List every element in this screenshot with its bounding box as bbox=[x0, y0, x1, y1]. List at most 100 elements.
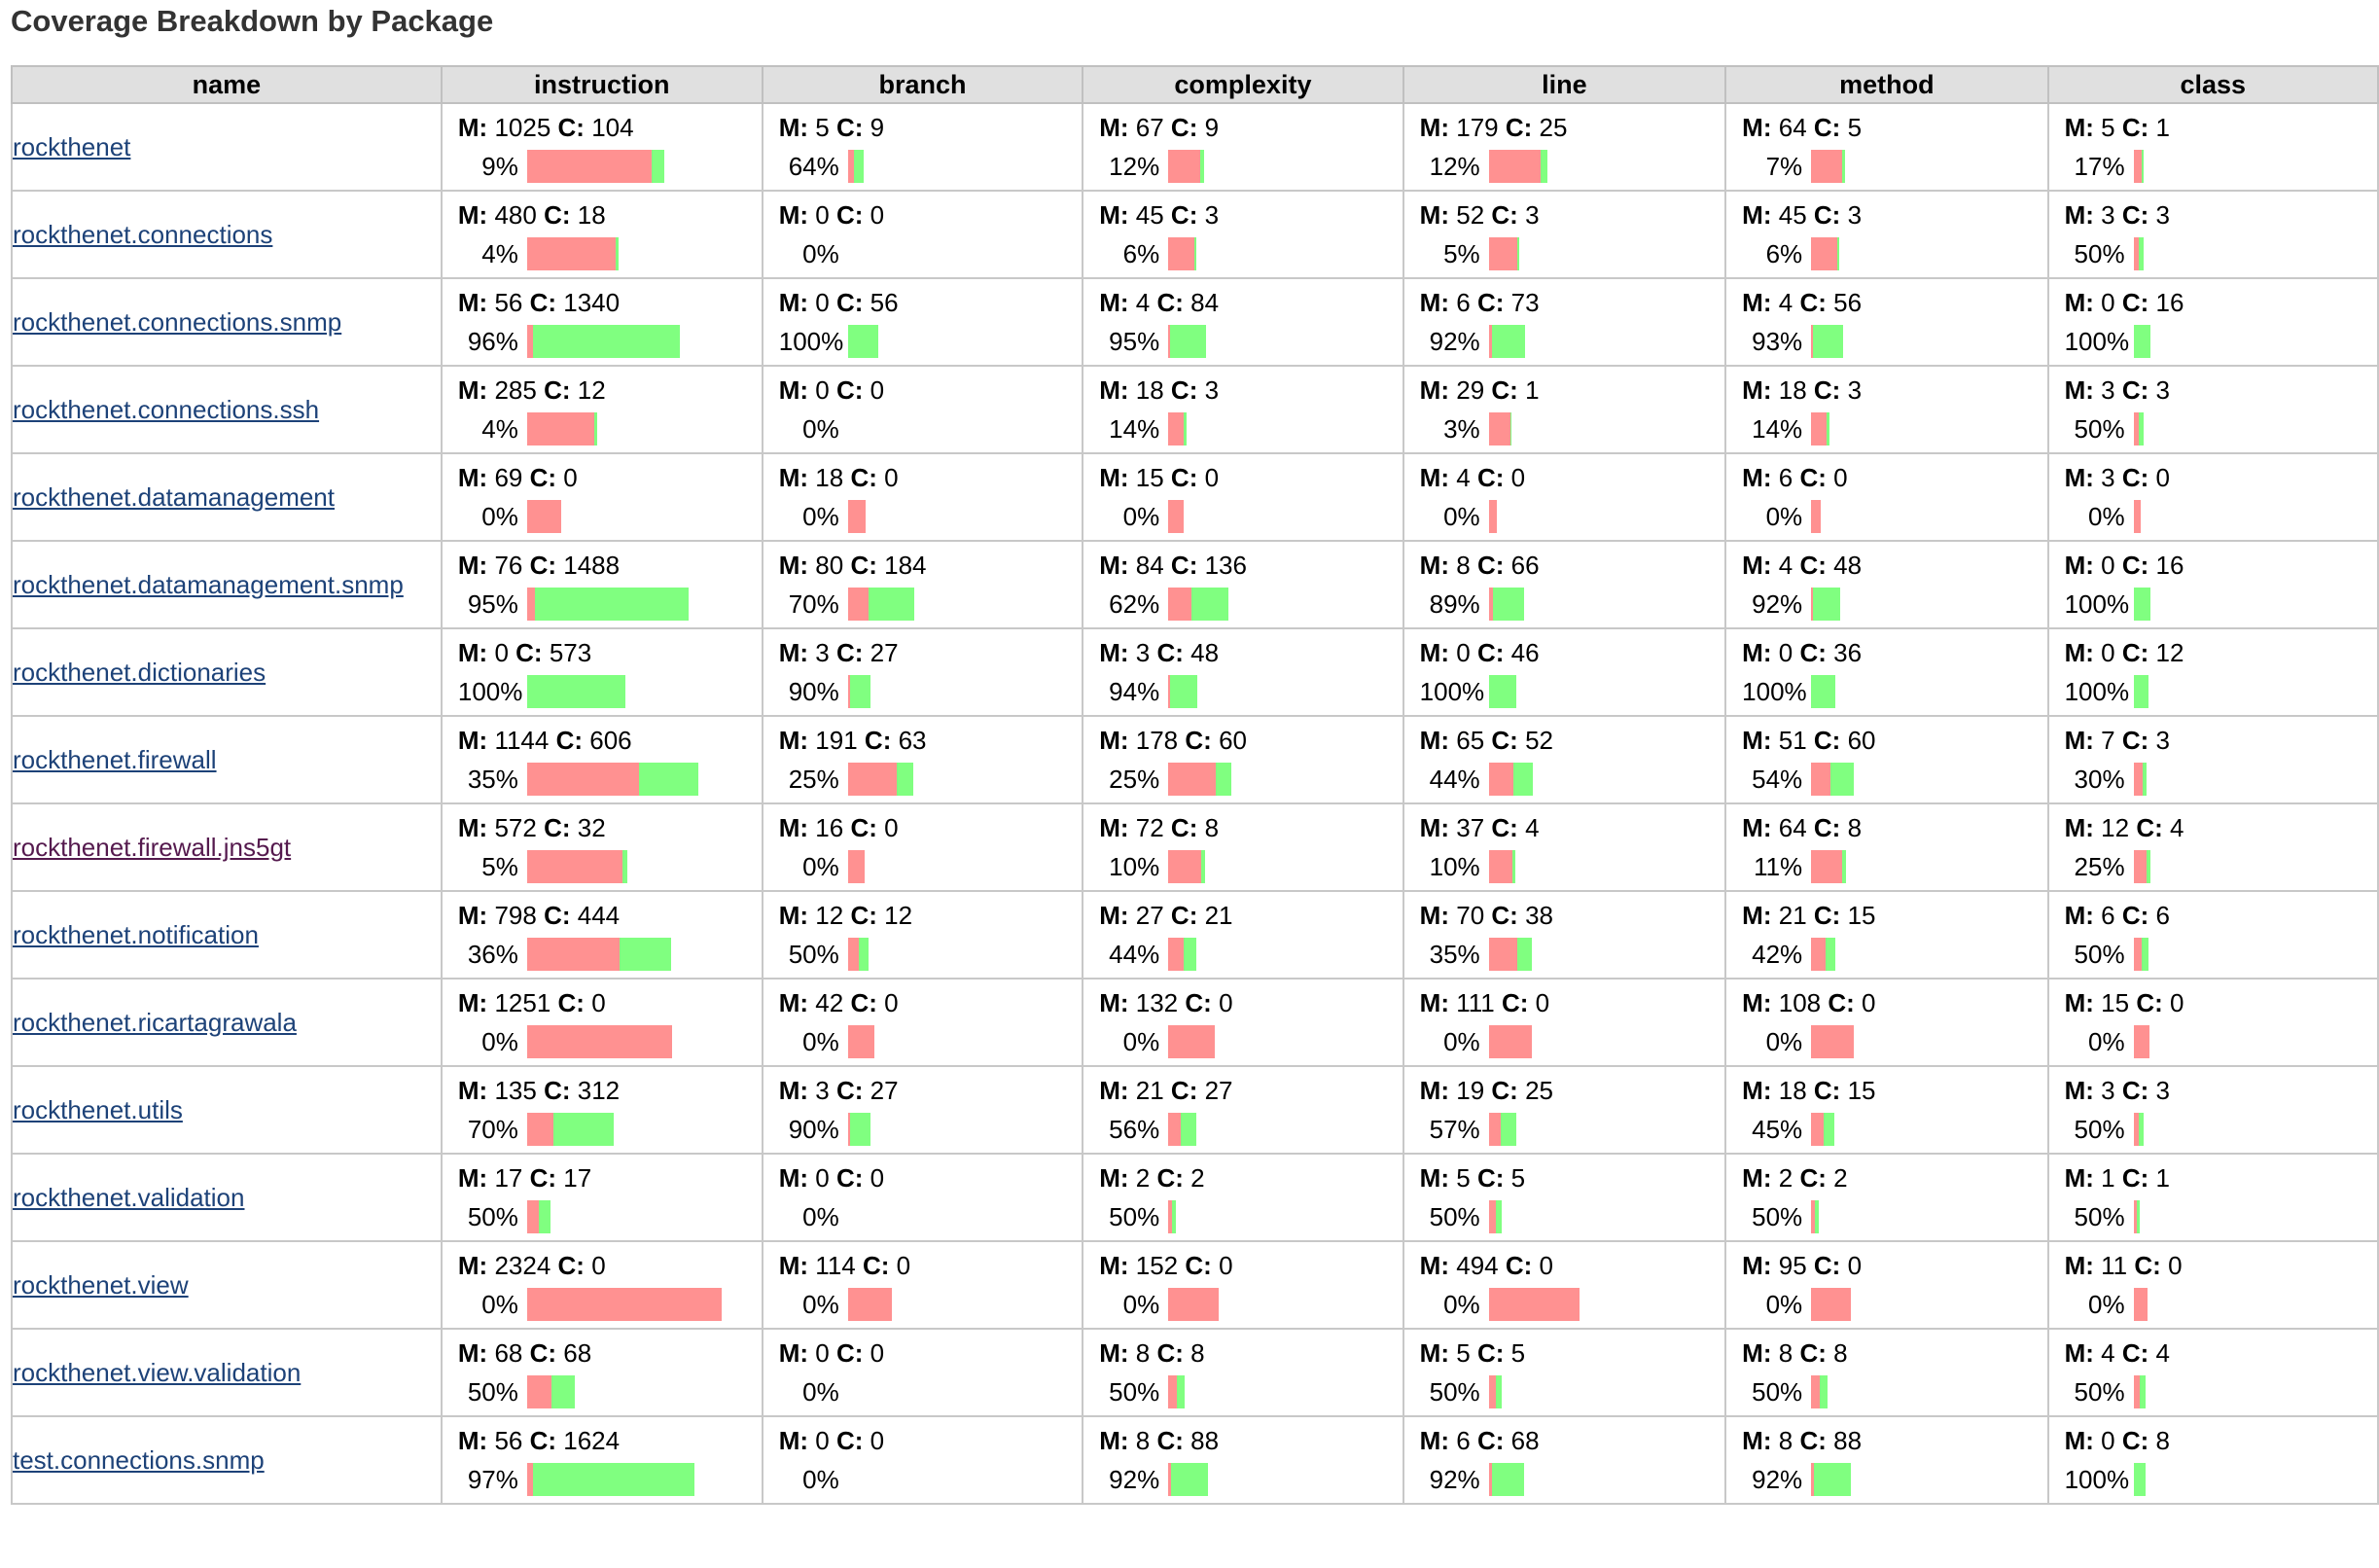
class-coverage-cell: M: 3 C: 3 50% bbox=[2046, 365, 2379, 454]
coverage-percent: 97% bbox=[467, 1465, 518, 1494]
covered-bar bbox=[1516, 938, 1532, 971]
complexity-coverage-cell: M: 67 C: 9 12% bbox=[1082, 102, 1404, 192]
column-header-method[interactable]: method bbox=[1724, 65, 2049, 104]
missed-covered-counts: M: 18 C: 3 bbox=[1099, 371, 1402, 410]
missed-label: M: bbox=[778, 200, 809, 230]
missed-covered-counts: M: 18 C: 3 bbox=[1742, 371, 2046, 410]
covered-bar bbox=[552, 1113, 614, 1146]
covered-count: 1340 bbox=[563, 288, 621, 317]
package-link[interactable]: rockthenet.connections bbox=[13, 219, 273, 249]
missed-count: 16 bbox=[815, 813, 844, 842]
missed-covered-counts: M: 56 C: 1340 bbox=[458, 283, 762, 322]
column-header-instruction[interactable]: instruction bbox=[440, 65, 763, 104]
covered-label: C: bbox=[1491, 813, 1518, 842]
package-link[interactable]: rockthenet.ricartagrawala bbox=[13, 1007, 297, 1037]
package-link[interactable]: rockthenet.utils bbox=[13, 1094, 183, 1124]
missed-count: 72 bbox=[1135, 813, 1164, 842]
complexity-coverage-cell: M: 27 C: 21 44% bbox=[1082, 890, 1404, 980]
covered-label: C: bbox=[529, 551, 557, 580]
coverage-bar bbox=[2133, 675, 2148, 708]
coverage-bar bbox=[847, 850, 865, 883]
line-coverage-cell: M: 37 C: 4 10% bbox=[1402, 802, 1727, 892]
missed-bar bbox=[526, 150, 652, 183]
missed-covered-counts: M: 494 C: 0 bbox=[1420, 1246, 1725, 1285]
covered-bar bbox=[1488, 675, 1516, 708]
missed-count: 8 bbox=[1135, 1338, 1151, 1368]
missed-label: M: bbox=[1419, 901, 1449, 930]
missed-label: M: bbox=[1419, 988, 1449, 1017]
column-header-name[interactable]: name bbox=[11, 65, 443, 104]
missed-count: 494 bbox=[1456, 1251, 1499, 1280]
covered-label: C: bbox=[1491, 375, 1518, 405]
coverage-percent: 89% bbox=[1429, 589, 1480, 619]
covered-count: 0 bbox=[1510, 463, 1526, 492]
class-coverage-cell: M: 4 C: 4 50% bbox=[2046, 1328, 2379, 1417]
coverage-percent: 0% bbox=[2088, 1027, 2125, 1056]
missed-label: M: bbox=[1099, 113, 1129, 142]
package-link[interactable]: rockthenet.connections.ssh bbox=[13, 394, 320, 424]
package-link[interactable]: rockthenet bbox=[13, 131, 131, 161]
covered-bar bbox=[619, 938, 671, 971]
missed-covered-counts: M: 0 C: 12 bbox=[2065, 633, 2377, 672]
coverage-bar bbox=[1811, 675, 1836, 708]
missed-count: 285 bbox=[494, 375, 537, 405]
branch-coverage-cell: M: 3 C: 27 90% bbox=[761, 1065, 1084, 1155]
missed-count: 8 bbox=[1456, 551, 1471, 580]
covered-count: 3 bbox=[1204, 375, 1220, 405]
covered-label: C: bbox=[1813, 1251, 1841, 1280]
missed-covered-counts: M: 29 C: 1 bbox=[1420, 371, 1725, 410]
covered-count: 0 bbox=[870, 1163, 885, 1193]
missed-label: M: bbox=[1419, 1251, 1449, 1280]
coverage-bar bbox=[526, 1375, 575, 1408]
covered-bar bbox=[2133, 675, 2148, 708]
coverage-percent: 4% bbox=[481, 239, 518, 268]
coverage-percent: 36% bbox=[467, 940, 518, 969]
column-header-class[interactable]: class bbox=[2046, 65, 2379, 104]
package-link[interactable]: rockthenet.view.validation bbox=[13, 1357, 302, 1387]
covered-label: C: bbox=[1156, 288, 1184, 317]
class-coverage-cell: M: 3 C: 3 50% bbox=[2046, 190, 2379, 279]
coverage-bar bbox=[2133, 850, 2150, 883]
coverage-percent: 50% bbox=[2074, 940, 2125, 969]
package-link[interactable]: rockthenet.view bbox=[13, 1269, 189, 1300]
package-link[interactable]: rockthenet.firewall.jns5gt bbox=[13, 832, 292, 862]
covered-count: 32 bbox=[577, 813, 606, 842]
complexity-coverage-cell: M: 21 C: 27 56% bbox=[1082, 1065, 1404, 1155]
class-coverage-cell: M: 0 C: 12 100% bbox=[2046, 627, 2379, 717]
covered-bar bbox=[1814, 1463, 1852, 1496]
instruction-coverage-cell: M: 798 C: 444 36% bbox=[440, 890, 763, 980]
covered-count: 3 bbox=[1204, 200, 1220, 230]
table-row: rockthenet.ricartagrawala M: 1251 C: 0 0% M… bbox=[11, 978, 2379, 1067]
package-link[interactable]: test.connections.snmp bbox=[13, 1444, 265, 1475]
column-header-complexity[interactable]: complexity bbox=[1082, 65, 1404, 104]
missed-count: 111 bbox=[1456, 988, 1495, 1017]
coverage-percent: 100% bbox=[1742, 677, 1807, 706]
covered-bar bbox=[2146, 850, 2150, 883]
column-header-line[interactable]: line bbox=[1402, 65, 1727, 104]
package-link[interactable]: rockthenet.dictionaries bbox=[13, 657, 266, 687]
branch-coverage-cell: M: 0 C: 56 100% bbox=[761, 277, 1084, 367]
package-link[interactable]: rockthenet.connections.snmp bbox=[13, 306, 342, 337]
package-link[interactable]: rockthenet.validation bbox=[13, 1182, 245, 1212]
package-link[interactable]: rockthenet.notification bbox=[13, 919, 259, 949]
package-link[interactable]: rockthenet.firewall bbox=[13, 744, 217, 774]
table-row: rockthenet.notification M: 798 C: 444 36% M… bbox=[11, 890, 2379, 980]
covered-count: 1488 bbox=[563, 551, 621, 580]
missed-covered-counts: M: 64 C: 5 bbox=[1742, 108, 2046, 147]
missed-bar bbox=[1168, 938, 1185, 971]
package-link[interactable]: rockthenet.datamanagement bbox=[13, 481, 335, 512]
missed-label: M: bbox=[1742, 375, 1772, 405]
method-coverage-cell: M: 0 C: 36 100% bbox=[1724, 627, 2049, 717]
column-header-branch[interactable]: branch bbox=[761, 65, 1084, 104]
package-link[interactable]: rockthenet.datamanagement.snmp bbox=[13, 569, 404, 599]
covered-label: C: bbox=[1799, 1338, 1827, 1368]
missed-label: M: bbox=[1419, 726, 1449, 755]
method-coverage-cell: M: 8 C: 8 50% bbox=[1724, 1328, 2049, 1417]
coverage-bar bbox=[847, 763, 913, 796]
coverage-percent: 25% bbox=[1109, 765, 1160, 794]
covered-label: C: bbox=[529, 288, 557, 317]
missed-count: 5 bbox=[815, 113, 830, 142]
missed-bar bbox=[847, 500, 866, 533]
covered-label: C: bbox=[1491, 901, 1518, 930]
coverage-bar bbox=[1488, 325, 1525, 358]
